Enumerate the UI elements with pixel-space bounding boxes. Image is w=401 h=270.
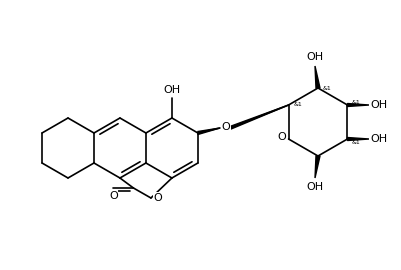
Polygon shape [230, 105, 289, 130]
Text: OH: OH [370, 100, 387, 110]
Polygon shape [347, 137, 369, 140]
Text: OH: OH [370, 134, 387, 144]
Text: OH: OH [306, 182, 324, 192]
Text: O: O [109, 191, 118, 201]
Text: &1: &1 [294, 103, 302, 107]
Text: O: O [221, 122, 230, 132]
Text: &1: &1 [351, 140, 360, 144]
Polygon shape [315, 156, 320, 178]
Text: &1: &1 [351, 100, 360, 104]
Text: OH: OH [306, 52, 324, 62]
Text: &1: &1 [323, 86, 332, 90]
Polygon shape [198, 128, 220, 134]
Text: O: O [154, 193, 162, 203]
Polygon shape [347, 103, 369, 106]
Text: O: O [277, 132, 286, 142]
Polygon shape [315, 66, 320, 88]
Text: OH: OH [163, 85, 180, 95]
